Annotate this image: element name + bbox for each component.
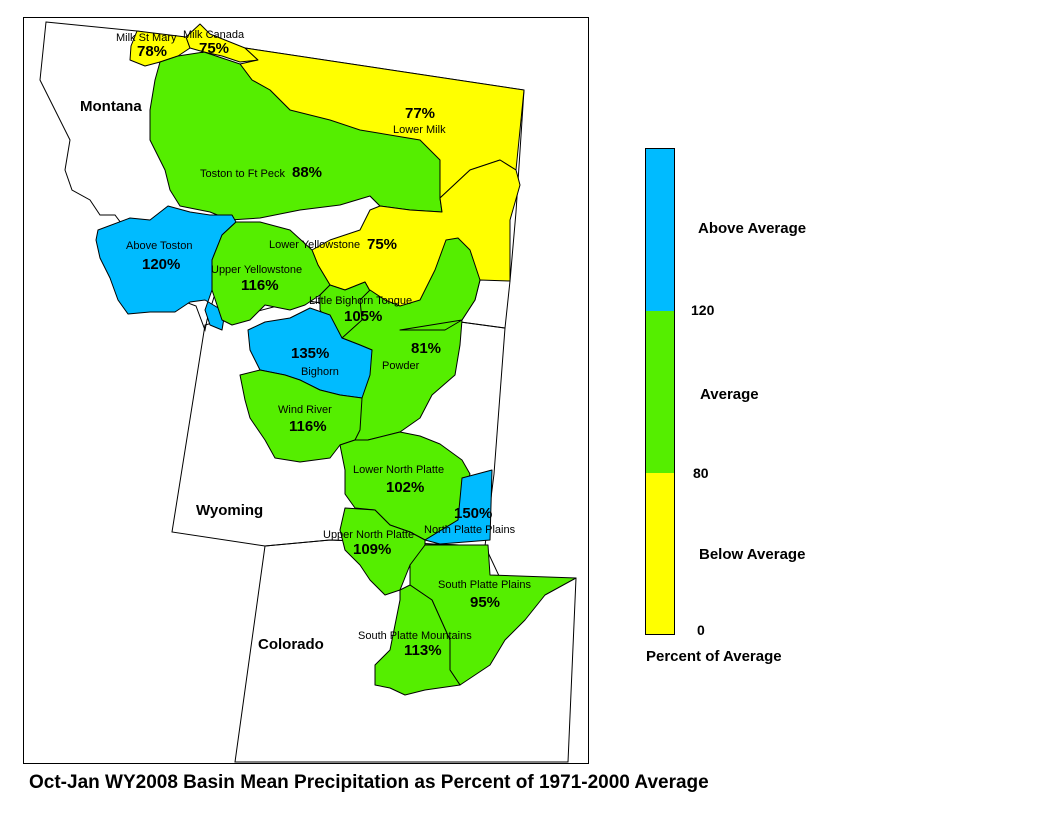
map-frame (23, 17, 589, 764)
basin-name-wind-river: Wind River (278, 404, 332, 416)
basin-milk-canada (185, 23, 259, 63)
legend-label-below: Below Average (699, 546, 806, 563)
basin-south-platte-mountains (374, 584, 461, 696)
basin-pct-south-platte-mountains: 113% (404, 642, 442, 659)
basin-name-toston-ft-peck: Toston to Ft Peck (200, 168, 285, 180)
basin-pct-north-platte-plains: 150% (454, 505, 492, 522)
basin-pct-lower-milk: 77% (405, 105, 435, 122)
basin-name-powder: Powder (382, 360, 420, 372)
basin-pct-upper-yellowstone: 116% (241, 277, 279, 294)
basin-name-upper-yellowstone: Upper Yellowstone (211, 264, 302, 276)
basin-name-milk-st-mary: Milk St Mary (116, 32, 177, 44)
legend-color-bar (645, 148, 675, 635)
legend-label-average: Average (700, 386, 759, 403)
basin-name-above-toston: Above Toston (126, 240, 192, 252)
basin-upper-yellowstone (211, 221, 331, 326)
legend-swatch-below (646, 473, 674, 634)
basin-pct-milk-st-mary: 78% (137, 43, 167, 60)
basin-pct-wind-river: 116% (289, 418, 327, 435)
basin-pct-bighorn: 135% (291, 345, 329, 362)
legend-swatch-above (646, 149, 674, 311)
basin-pct-lower-north-platte: 102% (386, 479, 424, 496)
legend-swatch-average (646, 311, 674, 473)
legend-tick-0: 0 (697, 622, 705, 638)
state-label-wyoming: Wyoming (196, 502, 263, 519)
basin-name-north-platte-plains: North Platte Plains (424, 524, 516, 536)
basin-name-lower-yellowstone: Lower Yellowstone (269, 239, 360, 251)
basin-name-milk-canada: Milk Canada (183, 29, 245, 41)
state-label-montana: Montana (80, 98, 142, 115)
basin-north-platte-plains (424, 469, 493, 545)
basin-labels: Milk St Mary 78% Milk Canada 75% 77% Low… (116, 29, 531, 659)
basin-upper-north-platte (339, 507, 426, 596)
basin-name-south-platte-mountains: South Platte Mountains (358, 630, 472, 642)
basin-pct-powder: 81% (411, 340, 441, 357)
legend-tick-80: 80 (693, 465, 709, 481)
basin-name-bighorn: Bighorn (301, 366, 339, 378)
basin-name-south-platte-plains: South Platte Plains (438, 579, 531, 591)
basin-name-upper-north-platte: Upper North Platte (323, 529, 414, 541)
basin-pct-milk-canada: 75% (199, 40, 229, 57)
basin-above-toston (95, 205, 237, 331)
basin-pct-above-toston: 120% (142, 256, 180, 273)
basin-pct-south-platte-plains: 95% (470, 594, 500, 611)
basin-pct-toston-ft-peck: 88% (292, 164, 322, 181)
map-title: Oct-Jan WY2008 Basin Mean Precipitation … (29, 772, 709, 793)
basins (95, 23, 577, 696)
basin-pct-upper-north-platte: 109% (353, 541, 391, 558)
basin-pct-little-bighorn-tongue: 105% (344, 308, 382, 325)
basin-name-lower-milk: Lower Milk (393, 124, 446, 136)
basin-powder (341, 237, 481, 441)
legend-caption: Percent of Average (646, 648, 782, 665)
legend-tick-120: 120 (691, 302, 715, 318)
basin-pct-lower-yellowstone: 75% (367, 236, 397, 253)
legend-label-above: Above Average (698, 220, 807, 237)
basin-name-lower-north-platte: Lower North Platte (353, 464, 444, 476)
basin-name-little-bighorn-tongue: Little Bighorn Tongue (309, 295, 412, 307)
state-labels: Montana Wyoming Colorado (80, 98, 324, 653)
state-label-colorado: Colorado (258, 636, 324, 653)
